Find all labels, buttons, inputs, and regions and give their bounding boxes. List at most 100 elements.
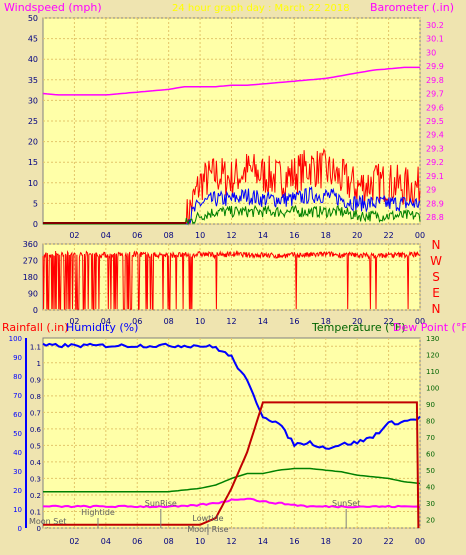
dir-xtick-02: 02 (69, 317, 79, 326)
wind-xtick-02: 02 (69, 231, 79, 240)
dir-compass-3: E (432, 286, 440, 300)
wind-ytick-30: 30 (28, 96, 38, 105)
dir-xtick-12: 12 (226, 317, 236, 326)
rainfall-line (43, 401, 420, 529)
wind-xtick-22: 22 (383, 231, 393, 240)
temp-ytick-9: 110 (426, 368, 439, 376)
wind-xtick-04: 04 (101, 231, 111, 240)
dir-xtick-18: 18 (321, 317, 331, 326)
dir-ytick-0: 0 (33, 306, 38, 315)
hum-ytick-10: 100 (9, 335, 22, 343)
weather-xtick-08: 08 (164, 537, 174, 546)
rain-ytick-9: 0.9 (30, 376, 41, 384)
hum-ytick-1: 10 (13, 506, 22, 514)
wind-ytick-20: 20 (28, 138, 38, 147)
hum-ytick-3: 30 (13, 468, 22, 476)
hum-ytick-8: 80 (13, 373, 22, 381)
wind-xtick-16: 16 (289, 231, 299, 240)
weather-xtick-20: 20 (352, 537, 362, 546)
rain-ytick-8: 0.8 (30, 393, 41, 401)
weather-xtick-06: 06 (132, 537, 142, 546)
wind-xtick-14: 14 (258, 231, 268, 240)
temp-ytick-3: 50 (426, 467, 435, 475)
temp-ytick-6: 80 (426, 418, 435, 426)
wind-ytick-5: 5 (33, 199, 38, 208)
rain-ytick-4: 0.4 (30, 459, 42, 467)
humidity-label: Humidity (%) (66, 321, 138, 334)
direction-panel-grid (43, 243, 421, 311)
dewpoint-label: Dew Point (°F) (393, 321, 466, 334)
temp-ytick-8: 100 (426, 385, 439, 393)
graph-title: 24 hour graph day : March 22 2018 (172, 3, 350, 14)
hum-ytick-7: 70 (13, 392, 22, 400)
baro-ytick-29.1: 29.1 (426, 172, 444, 181)
baro-ytick-30: 30 (426, 48, 436, 57)
hum-ytick-2: 20 (13, 487, 22, 495)
rain-ytick-5: 0.5 (30, 442, 41, 450)
baro-ytick-29.4: 29.4 (426, 131, 444, 140)
dir-ytick-90: 90 (28, 290, 38, 299)
temp-ytick-11: 130 (426, 335, 439, 343)
temp-ytick-5: 70 (426, 434, 435, 442)
dir-xtick-00: 00 (415, 317, 425, 326)
hum-ytick-0: 0 (18, 525, 22, 533)
wind-ytick-45: 45 (28, 35, 38, 44)
weather-xtick-18: 18 (321, 537, 331, 546)
direction-panel-series (42, 249, 421, 310)
baro-ytick-29.5: 29.5 (426, 117, 444, 126)
dir-compass-2: S (432, 270, 440, 284)
temp-ytick-7: 90 (426, 401, 435, 409)
weather-xtick-22: 22 (383, 537, 393, 546)
annotation-sunset: SunSet (332, 499, 360, 508)
baro-ytick-29.7: 29.7 (426, 90, 444, 99)
baro-ytick-30.2: 30.2 (426, 21, 444, 30)
direction-line (42, 249, 421, 310)
weather-panel-axes: 0 0.1 0.2 0.3 0.4 0.5 0.6 0.7 0.8 0.9 1 1.1 0 10 20 30 4… (9, 335, 440, 546)
dir-ytick-180: 180 (23, 273, 38, 282)
rain-ytick-2: 0.2 (30, 492, 41, 500)
rain-ytick-7: 0.7 (30, 409, 41, 417)
annotation-moon_set: Moon Set (29, 517, 66, 526)
weather-xtick-12: 12 (226, 537, 236, 546)
wind-panel-axes: 0 5 10 15 20 25 30 35 40 45 50 28.8 28.9 29 29.1 29.2 29… (28, 14, 444, 240)
weather-panel-series (42, 342, 421, 535)
baro-ytick-28.8: 28.8 (426, 213, 444, 222)
hum-ytick-6: 60 (13, 411, 22, 419)
wind-ytick-35: 35 (28, 76, 38, 85)
baro-ytick-29.6: 29.6 (426, 103, 444, 112)
wind-xtick-10: 10 (195, 231, 205, 240)
wind-ytick-10: 10 (28, 179, 38, 188)
dir-xtick-06: 06 (132, 317, 142, 326)
hum-ytick-9: 90 (13, 354, 22, 362)
weather-xtick-16: 16 (289, 537, 299, 546)
windspeed-label: Windspeed (mph) (4, 1, 102, 14)
weather-xtick-10: 10 (195, 537, 205, 546)
rain-ytick-0: 0 (37, 525, 41, 533)
weather-xtick-14: 14 (258, 537, 268, 546)
dir-xtick-10: 10 (195, 317, 205, 326)
wind-xtick-20: 20 (352, 231, 362, 240)
barometer-label: Barometer (.in) (370, 1, 454, 14)
baro-ytick-29: 29 (426, 186, 436, 195)
weather-panel-plot (42, 337, 421, 529)
dir-xtick-14: 14 (258, 317, 268, 326)
weather-xtick-04: 04 (101, 537, 111, 546)
baro-ytick-28.9: 28.9 (426, 199, 444, 208)
annotation-moonrise: Moon Rise (187, 525, 228, 534)
wind-xtick-18: 18 (321, 231, 331, 240)
temp-ytick-2: 40 (426, 484, 435, 492)
wind-xtick-00: 00 (415, 231, 425, 240)
weather-xtick-00: 00 (415, 537, 425, 546)
baro-ytick-29.8: 29.8 (426, 76, 444, 85)
dir-compass-0: N (432, 238, 441, 252)
temperature-line (43, 467, 421, 493)
wind-ytick-25: 25 (28, 117, 38, 126)
barometer-line (42, 66, 420, 96)
dewpoint-line (43, 497, 421, 509)
wind-ytick-50: 50 (28, 14, 38, 23)
wind-xtick-12: 12 (226, 231, 236, 240)
dir-xtick-20: 20 (352, 317, 362, 326)
